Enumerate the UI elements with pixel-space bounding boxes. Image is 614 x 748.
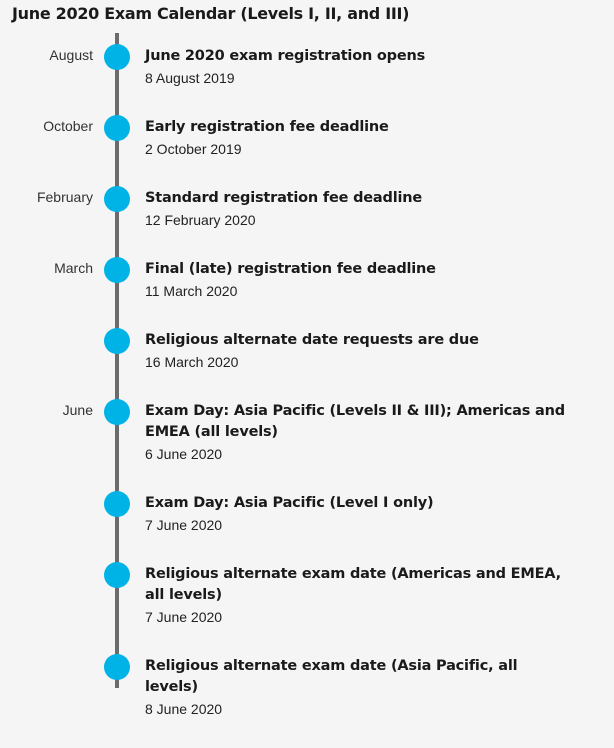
- month-label: October: [43, 118, 93, 134]
- timeline-dot-icon: [104, 562, 130, 588]
- timeline-line: [115, 33, 119, 688]
- timeline-item: Religious alternate date requests are du…: [0, 328, 614, 401]
- timeline-dot-icon: [104, 115, 130, 141]
- event-title: Early registration fee deadline: [145, 119, 389, 135]
- event-date: 16 March 2020: [145, 354, 239, 370]
- timeline-dot-icon: [104, 399, 130, 425]
- month-label: August: [49, 47, 93, 63]
- event-title: June 2020 exam registration opens: [145, 48, 426, 64]
- month-label: March: [54, 260, 93, 276]
- timeline-item: March Final (late) registration fee deadl…: [0, 257, 614, 330]
- event-title: Exam Day: Asia Pacific (Level I only): [145, 495, 434, 511]
- timeline-item: October Early registration fee deadline 2 …: [0, 115, 614, 188]
- event-title: Religious alternate date requests are du…: [145, 332, 479, 348]
- timeline-dot-icon: [104, 328, 130, 354]
- timeline-dot-icon: [104, 44, 130, 70]
- event-date: 2 October 2019: [145, 141, 242, 157]
- timeline-item: August June 2020 exam registration opens 8…: [0, 44, 614, 117]
- event-title: Exam Day: Asia Pacific (Levels II & III)…: [145, 403, 565, 440]
- event-title: Religious alternate exam date (Asia Paci…: [145, 658, 518, 695]
- event-title: Standard registration fee deadline: [145, 190, 422, 206]
- timeline-dot-icon: [104, 186, 130, 212]
- event-date: 7 June 2020: [145, 517, 223, 533]
- month-label: June: [62, 402, 93, 418]
- month-label: February: [36, 189, 93, 205]
- event-title: Final (late) registration fee deadline: [145, 261, 436, 277]
- page-title: June 2020 Exam Calendar (Levels I, II, a…: [12, 4, 410, 23]
- timeline-item: Religious alternate exam date (Americas …: [0, 562, 614, 656]
- timeline-item: February Standard registration fee deadli…: [0, 186, 614, 259]
- event-title: Religious alternate exam date (Americas …: [145, 566, 561, 603]
- event-date: 8 August 2019: [145, 70, 235, 86]
- timeline-item: June Exam Day: Asia Pacific (Levels II & …: [0, 399, 614, 493]
- timeline-dot-icon: [104, 257, 130, 283]
- timeline-item: Exam Day: Asia Pacific (Level I only) 7 J…: [0, 491, 614, 564]
- event-date: 7 June 2020: [145, 609, 223, 625]
- timeline-dot-icon: [104, 654, 130, 680]
- event-date: 11 March 2020: [145, 283, 238, 299]
- timeline-dot-icon: [104, 491, 130, 517]
- timeline-item: Religious alternate exam date (Asia Paci…: [0, 654, 614, 748]
- event-date: 8 June 2020: [145, 701, 223, 717]
- event-date: 6 June 2020: [145, 446, 223, 462]
- event-date: 12 February 2020: [145, 212, 256, 228]
- timeline: August June 2020 exam registration opens 8…: [0, 44, 614, 748]
